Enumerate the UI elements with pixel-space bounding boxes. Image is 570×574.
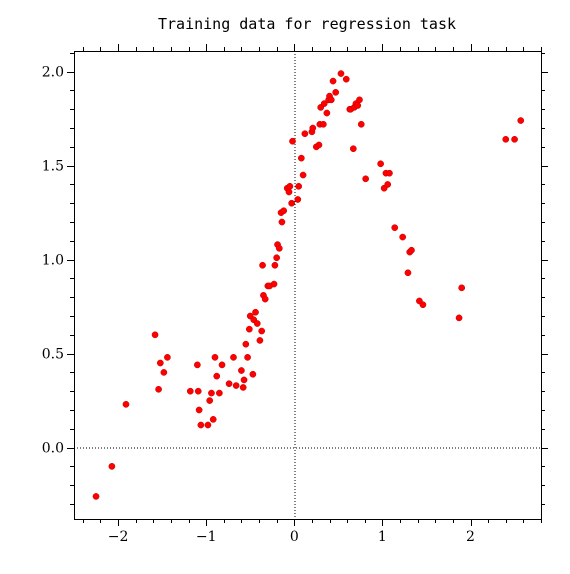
data-point xyxy=(218,361,226,369)
data-point xyxy=(195,406,203,414)
data-point xyxy=(399,233,407,241)
data-point xyxy=(309,124,317,132)
data-point xyxy=(342,75,350,83)
data-point xyxy=(285,188,293,196)
chart-title: Training data for regression task xyxy=(158,15,456,33)
data-point xyxy=(297,154,305,162)
y-tick-label: 0.5 xyxy=(42,347,64,363)
data-point xyxy=(258,327,266,335)
axes: −2 −1 0 1 2 0.0 0.5 1.0 1.5 2.0 xyxy=(42,44,548,545)
data-point xyxy=(249,370,257,378)
data-point xyxy=(259,261,266,269)
plot-frame xyxy=(74,51,542,520)
data-point xyxy=(337,70,345,77)
data-point xyxy=(404,269,412,277)
data-point xyxy=(288,199,295,207)
data-point xyxy=(349,145,357,153)
data-point xyxy=(391,224,399,232)
data-points xyxy=(92,70,525,500)
data-point xyxy=(238,367,245,374)
data-point xyxy=(271,261,279,269)
data-point xyxy=(354,102,362,109)
y-tick-label: 2.0 xyxy=(42,65,64,81)
data-point xyxy=(216,389,223,397)
data-point xyxy=(242,340,250,348)
data-point xyxy=(206,397,214,404)
data-point xyxy=(261,295,269,303)
data-point xyxy=(357,120,365,128)
data-point xyxy=(511,135,518,143)
data-point xyxy=(253,320,261,327)
data-point xyxy=(329,77,337,85)
data-point xyxy=(286,182,294,190)
data-point xyxy=(245,325,253,333)
data-point xyxy=(213,372,221,380)
data-point xyxy=(157,359,164,367)
data-point xyxy=(160,369,168,376)
data-point xyxy=(92,493,100,500)
data-point xyxy=(244,354,251,361)
data-point xyxy=(239,384,247,391)
y-tick-label: 1.5 xyxy=(42,159,64,175)
data-point xyxy=(362,175,370,183)
x-tick-label: −2 xyxy=(108,529,129,545)
data-point xyxy=(294,196,302,203)
data-point xyxy=(332,88,340,96)
y-tick-label: 1.0 xyxy=(42,253,64,269)
data-point xyxy=(377,160,384,168)
data-point xyxy=(197,421,205,429)
x-tick-label: 1 xyxy=(378,529,387,545)
data-point xyxy=(320,120,327,128)
data-point xyxy=(323,109,331,117)
data-point xyxy=(194,361,201,369)
data-point xyxy=(186,387,194,395)
data-point xyxy=(315,141,323,149)
data-point xyxy=(256,337,264,344)
data-point xyxy=(301,130,309,138)
data-point xyxy=(194,387,202,395)
data-point xyxy=(289,137,296,145)
data-point xyxy=(502,135,510,143)
data-point xyxy=(295,182,303,190)
data-point xyxy=(225,380,233,388)
data-point xyxy=(327,96,335,104)
data-point xyxy=(209,416,217,423)
data-point xyxy=(280,207,288,215)
x-tick-label: −1 xyxy=(196,529,217,545)
data-point xyxy=(320,100,328,107)
data-point xyxy=(240,376,248,384)
data-point xyxy=(204,421,212,429)
data-point xyxy=(155,385,162,393)
data-point xyxy=(151,331,159,339)
data-point xyxy=(384,181,392,188)
x-tick-label: 2 xyxy=(466,529,475,545)
x-tick-label: 0 xyxy=(290,529,299,545)
data-point xyxy=(122,400,130,408)
data-point xyxy=(517,117,525,124)
data-point xyxy=(230,354,237,361)
data-point xyxy=(232,382,240,389)
data-point xyxy=(386,169,393,177)
data-point xyxy=(270,280,278,288)
reference-lines xyxy=(74,51,541,519)
data-point xyxy=(252,308,259,316)
data-point xyxy=(299,171,307,179)
data-point xyxy=(458,284,466,292)
y-tick-label: 0.0 xyxy=(42,441,64,457)
data-point xyxy=(108,463,116,470)
data-point xyxy=(419,301,427,309)
data-point xyxy=(164,354,171,361)
data-point xyxy=(275,244,283,252)
data-point xyxy=(455,314,463,322)
data-point xyxy=(408,246,415,254)
data-point xyxy=(208,389,215,397)
data-point xyxy=(211,354,219,361)
data-point xyxy=(273,254,281,262)
data-point xyxy=(278,218,286,226)
data-point xyxy=(356,96,363,104)
